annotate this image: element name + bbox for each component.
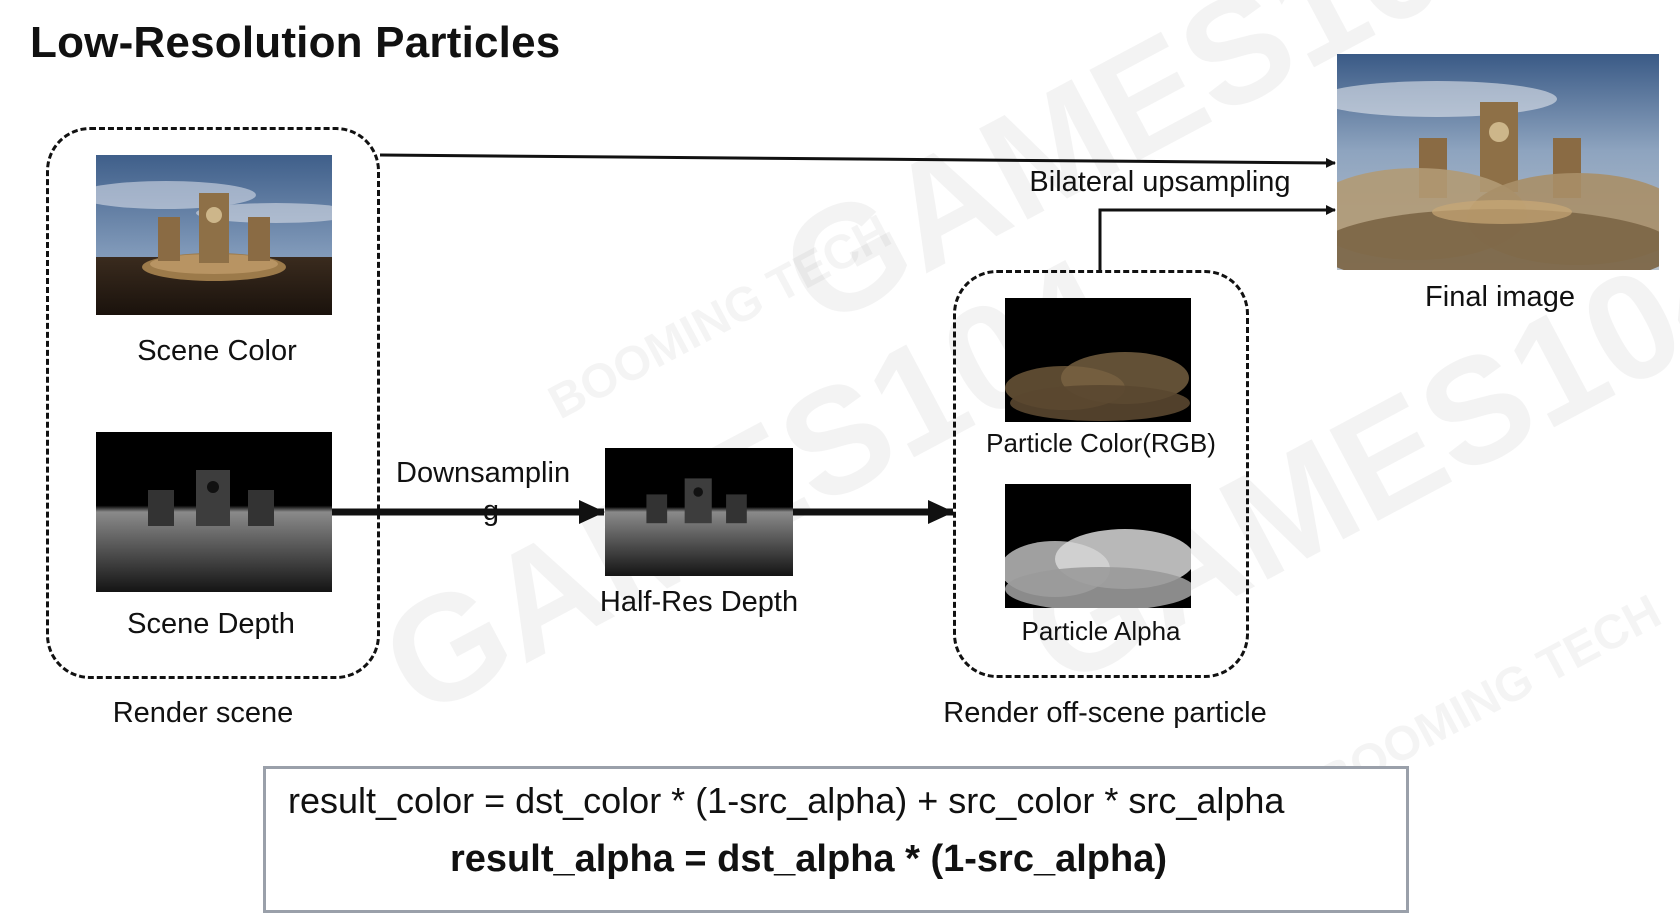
scene-color-label: Scene Color: [137, 335, 297, 367]
page-title: Low-Resolution Particles: [30, 18, 561, 67]
final-image: [1337, 54, 1659, 270]
particle-alpha-label: Particle Alpha: [1021, 616, 1181, 646]
particle-to-final-arrow: [1098, 205, 1336, 270]
render-particle-group: [953, 270, 1249, 678]
particle-color-image: [1005, 298, 1191, 422]
render-particle-label: Render off-scene particle: [943, 697, 1267, 729]
scene-to-final-arrow: [379, 153, 1336, 168]
render-scene-group: [46, 127, 380, 679]
formula-box: [263, 766, 1409, 913]
formula-result-alpha: result_alpha = dst_alpha * (1-src_alpha): [450, 838, 1167, 880]
half-res-depth-image: [605, 448, 793, 576]
particle-color-label: Particle Color(RGB): [986, 428, 1216, 458]
bilateral-upsampling-label: Bilateral upsampling: [1029, 166, 1291, 198]
downsampling-label-line2: g: [482, 495, 500, 527]
scene-depth-label: Scene Depth: [127, 608, 295, 640]
final-image-label: Final image: [1425, 281, 1575, 313]
particle-alpha-image: [1005, 484, 1191, 608]
render-scene-label: Render scene: [112, 697, 294, 729]
scene-color-image: [96, 155, 332, 315]
formula-result-color: result_color = dst_color * (1-src_alpha)…: [288, 780, 1285, 821]
scene-depth-image: [96, 432, 332, 592]
half-res-depth-label: Half-Res Depth: [599, 586, 799, 618]
downsampling-label-line1: Downsamplin: [396, 457, 571, 489]
